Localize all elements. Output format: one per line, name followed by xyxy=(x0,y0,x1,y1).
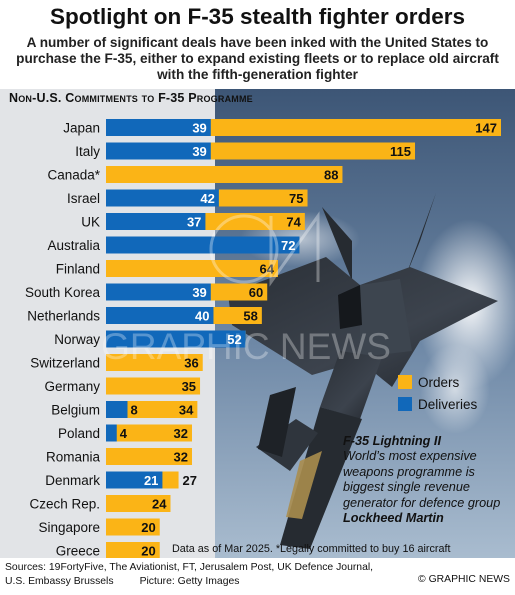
category-label: Czech Rep. xyxy=(29,497,100,512)
orders-bar xyxy=(106,424,192,442)
sources-line-1: Sources: 19FortyFive, The Aviationist, F… xyxy=(5,562,374,573)
deliveries-value-label: 39 xyxy=(192,121,206,136)
orders-value-label: 88 xyxy=(324,168,338,183)
orders-bar xyxy=(106,354,203,371)
chart-title: Non-U.S. Commitments to F-35 Programme xyxy=(9,91,253,105)
orders-value-label: 64 xyxy=(260,262,275,277)
legend-orders: Orders xyxy=(398,373,459,391)
category-label: Romania xyxy=(46,450,101,465)
orders-bar xyxy=(106,542,160,558)
deliveries-value-label: 21 xyxy=(144,473,158,488)
graphic-news-watermark: GRAPHIC NEWS xyxy=(101,211,391,367)
category-label: Germany xyxy=(44,379,100,394)
orders-bar xyxy=(106,166,343,183)
orders-bar xyxy=(106,377,201,395)
category-label: Italy xyxy=(75,144,100,159)
orders-bar xyxy=(106,495,171,512)
deliveries-value-label: 4 xyxy=(120,426,128,441)
deliveries-value-label: 37 xyxy=(187,215,201,230)
orders-swatch xyxy=(398,375,412,389)
category-label: South Korea xyxy=(25,285,101,300)
orders-value-label: 32 xyxy=(174,450,188,465)
legend-deliveries: Deliveries xyxy=(398,395,477,413)
category-label: Finland xyxy=(56,262,100,277)
category-label: Israel xyxy=(67,191,100,206)
aircraft-caption: F-35 Lightning II World’s most expensive… xyxy=(343,434,511,526)
deliveries-bar xyxy=(106,213,206,230)
orders-value-label: 115 xyxy=(390,144,411,159)
category-label: Greece xyxy=(56,544,100,559)
category-label: Netherlands xyxy=(27,309,100,324)
orders-value-label: 52 xyxy=(227,332,241,347)
category-label: Poland xyxy=(58,426,100,441)
deliveries-bar xyxy=(106,330,246,348)
orders-value-label: 20 xyxy=(141,544,155,559)
orders-value-label: 72 xyxy=(281,238,295,253)
category-label: Denmark xyxy=(45,473,100,488)
legend-orders-label: Orders xyxy=(418,374,460,390)
orders-value-label: 75 xyxy=(289,191,303,206)
category-label: Belgium xyxy=(51,403,100,418)
deliveries-value-label: 40 xyxy=(195,309,209,324)
orders-value-label: 34 xyxy=(179,403,194,418)
deliveries-value-label: 8 xyxy=(130,403,137,418)
page-subtitle: A number of significant deals have been … xyxy=(16,35,499,82)
deliveries-bar xyxy=(106,119,211,136)
caption-maker: Lockheed Martin xyxy=(343,511,444,526)
deliveries-swatch xyxy=(398,397,412,411)
orders-bar xyxy=(106,448,192,465)
deliveries-bar xyxy=(106,189,219,207)
category-label: Switzerland xyxy=(30,356,100,371)
orders-value-label: 27 xyxy=(183,473,197,488)
data-note: Data as of Mar 2025. *Legally committed … xyxy=(172,543,451,555)
deliveries-bar xyxy=(106,283,211,301)
deliveries-bar xyxy=(106,401,128,418)
deliveries-bar xyxy=(106,142,211,160)
orders-value-label: 35 xyxy=(182,379,196,394)
bar-chart: Japan Italy Canada* Israel UK Australia Finlan… xyxy=(25,119,501,559)
orders-value-label: 32 xyxy=(174,426,188,441)
orders-value-label: 58 xyxy=(243,309,257,324)
category-label: Australia xyxy=(47,238,100,253)
category-label: Japan xyxy=(63,121,100,136)
watermark-text: GRAPHIC NEWS xyxy=(101,326,391,367)
deliveries-value-label: 39 xyxy=(192,285,206,300)
orders-bar xyxy=(106,518,160,536)
orders-value-label: 36 xyxy=(184,356,198,371)
deliveries-bar xyxy=(106,471,163,489)
orders-bar xyxy=(106,401,198,418)
legend-deliveries-label: Deliveries xyxy=(418,396,478,412)
page-title: Spotlight on F-35 stealth fighter orders xyxy=(49,4,466,29)
sources-line-2: U.S. Embassy Brussels xyxy=(5,575,114,587)
sources: Sources: 19FortyFive, The Aviationist, F… xyxy=(5,561,373,588)
orders-value-label: 24 xyxy=(152,497,167,512)
deliveries-bar xyxy=(106,424,117,442)
chart-panel: Non-U.S. Commitments to F-35 Programme J… xyxy=(0,89,515,558)
deliveries-value-label: 42 xyxy=(200,191,214,206)
orders-value-label: 74 xyxy=(286,215,301,230)
category-labels: Japan Italy Canada* Israel UK Australia Finlan… xyxy=(25,121,101,559)
caption-title: F-35 Lightning II xyxy=(343,434,441,448)
picture-credit: Picture: Getty Images xyxy=(139,575,240,587)
copyright-credit: © GRAPHIC NEWS xyxy=(418,574,510,585)
category-label: Canada* xyxy=(47,168,100,183)
deliveries-bar xyxy=(106,307,214,324)
orders-value-label: 20 xyxy=(141,520,155,535)
caption-text: World’s most expensive weapons programme… xyxy=(343,449,501,510)
category-label: UK xyxy=(81,215,100,230)
deliveries-value-label: 39 xyxy=(192,144,206,159)
orders-value-label: 60 xyxy=(249,285,263,300)
deliveries-bar xyxy=(106,236,300,254)
orders-value-label: 147 xyxy=(475,121,497,136)
category-label: Norway xyxy=(54,332,100,347)
orders-bar xyxy=(106,260,278,277)
f35-jet-picture xyxy=(215,89,515,558)
category-label: Singapore xyxy=(38,520,100,535)
